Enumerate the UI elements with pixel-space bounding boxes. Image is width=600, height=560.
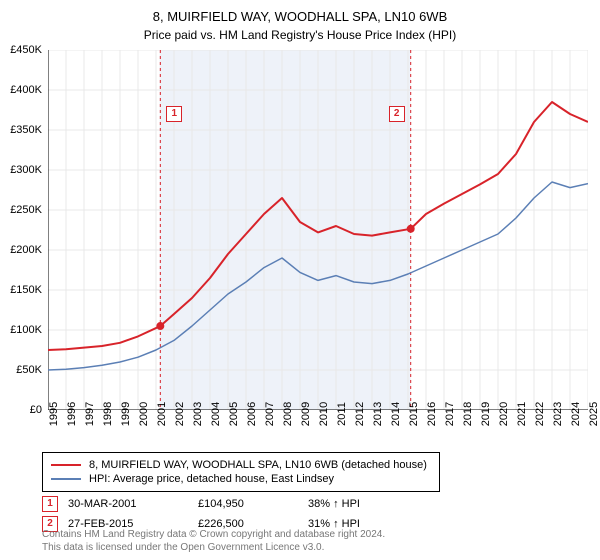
sale-date: 30-MAR-2001 xyxy=(68,498,188,510)
x-axis-label: 2001 xyxy=(156,402,168,426)
chart-area: 12£0£50K£100K£150K£200K£250K£300K£350K£4… xyxy=(48,50,588,410)
y-axis-label: £200K xyxy=(10,244,42,256)
x-axis-label: 2009 xyxy=(300,402,312,426)
footer-line: This data is licensed under the Open Gov… xyxy=(42,541,385,554)
x-axis-label: 1997 xyxy=(84,402,96,426)
x-axis-label: 2010 xyxy=(318,402,330,426)
x-axis-label: 2018 xyxy=(462,402,474,426)
y-axis-label: £400K xyxy=(10,84,42,96)
y-axis-label: £350K xyxy=(10,124,42,136)
x-axis-label: 2014 xyxy=(390,402,402,426)
chart-title: 8, MUIRFIELD WAY, WOODHALL SPA, LN10 6WB xyxy=(0,0,600,26)
x-axis-label: 1995 xyxy=(48,402,60,426)
chart-subtitle: Price paid vs. HM Land Registry's House … xyxy=(0,26,600,48)
x-axis-label: 2016 xyxy=(426,402,438,426)
footer: Contains HM Land Registry data © Crown c… xyxy=(42,528,385,554)
x-axis-label: 2017 xyxy=(444,402,456,426)
legend-label: 8, MUIRFIELD WAY, WOODHALL SPA, LN10 6WB… xyxy=(89,459,427,471)
x-axis-label: 2020 xyxy=(498,402,510,426)
y-axis-label: £50K xyxy=(16,364,42,376)
x-axis-label: 2015 xyxy=(408,402,420,426)
y-axis-label: £250K xyxy=(10,204,42,216)
y-axis-label: £100K xyxy=(10,324,42,336)
legend-item: 8, MUIRFIELD WAY, WOODHALL SPA, LN10 6WB… xyxy=(51,458,431,472)
x-axis-label: 2003 xyxy=(192,402,204,426)
sale-price: £104,950 xyxy=(198,498,298,510)
x-axis-label: 2004 xyxy=(210,402,222,426)
legend: 8, MUIRFIELD WAY, WOODHALL SPA, LN10 6WB… xyxy=(42,452,440,492)
x-axis-label: 2005 xyxy=(228,402,240,426)
legend-item: HPI: Average price, detached house, East… xyxy=(51,472,431,486)
x-axis-label: 2011 xyxy=(336,402,348,426)
x-axis-label: 2024 xyxy=(570,402,582,426)
x-axis-label: 2000 xyxy=(138,402,150,426)
sale-marker-icon: 1 xyxy=(42,496,58,512)
x-axis-label: 2022 xyxy=(534,402,546,426)
sale-row: 1 30-MAR-2001 £104,950 38% ↑ HPI xyxy=(42,496,398,512)
legend-label: HPI: Average price, detached house, East… xyxy=(89,473,334,485)
chart-marker-icon: 2 xyxy=(389,106,405,122)
x-axis-label: 1998 xyxy=(102,402,114,426)
x-axis-label: 2023 xyxy=(552,402,564,426)
x-axis-label: 2007 xyxy=(264,402,276,426)
sale-pct: 38% ↑ HPI xyxy=(308,498,398,510)
x-axis-label: 2021 xyxy=(516,402,528,426)
x-axis-label: 2006 xyxy=(246,402,258,426)
x-axis-label: 2008 xyxy=(282,402,294,426)
chart-marker-icon: 1 xyxy=(166,106,182,122)
x-axis-label: 2019 xyxy=(480,402,492,426)
x-axis-label: 2025 xyxy=(588,402,600,426)
x-axis-label: 2012 xyxy=(354,402,366,426)
footer-line: Contains HM Land Registry data © Crown c… xyxy=(42,528,385,541)
x-axis-label: 1999 xyxy=(120,402,132,426)
x-axis-label: 2013 xyxy=(372,402,384,426)
legend-swatch xyxy=(51,478,81,480)
y-axis-label: £300K xyxy=(10,164,42,176)
legend-swatch xyxy=(51,464,81,466)
y-axis-label: £450K xyxy=(10,44,42,56)
x-axis-label: 2002 xyxy=(174,402,186,426)
chart-svg xyxy=(48,50,588,410)
y-axis-label: £150K xyxy=(10,284,42,296)
y-axis-label: £0 xyxy=(30,404,42,416)
x-axis-label: 1996 xyxy=(66,402,78,426)
